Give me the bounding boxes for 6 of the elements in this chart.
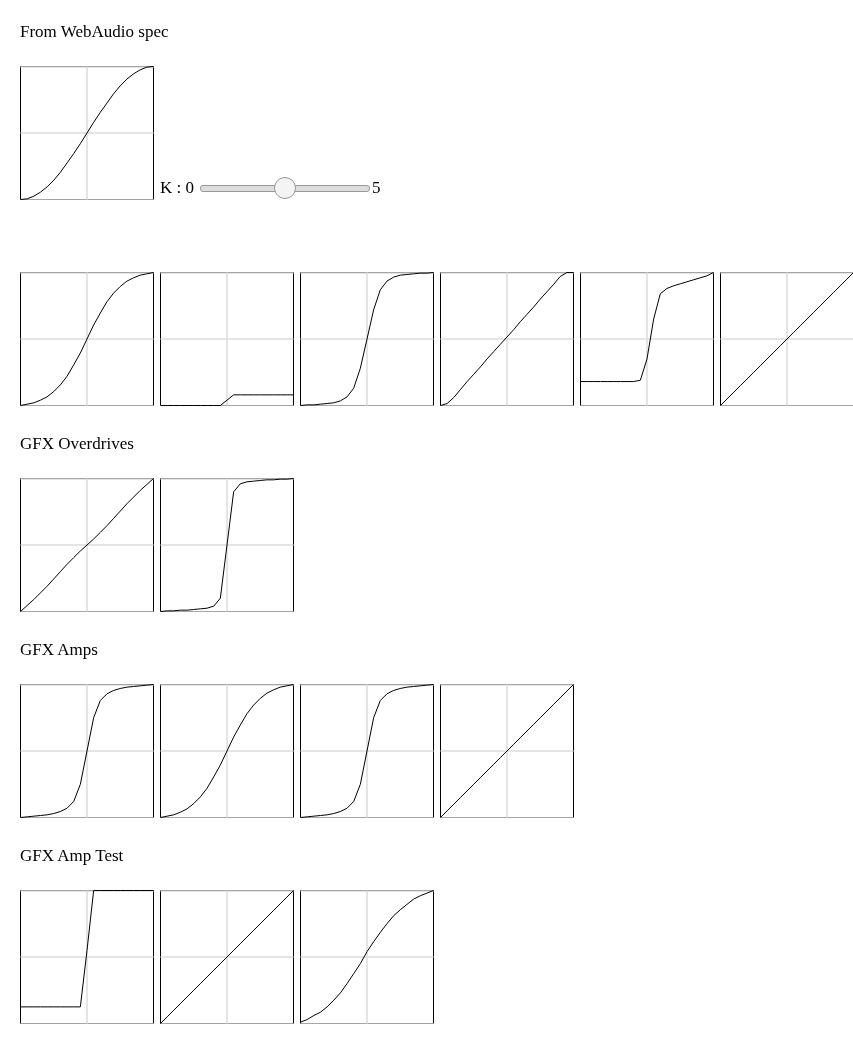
text: 5 — [372, 178, 381, 198]
chart-title: GFX Amp Test — [20, 846, 124, 866]
chart-title: GFX Overdrives — [20, 434, 134, 454]
text: K : 0 — [160, 178, 194, 198]
chart-title: GFX Amps — [20, 640, 98, 660]
chart-title: From WebAudio spec — [20, 22, 169, 42]
